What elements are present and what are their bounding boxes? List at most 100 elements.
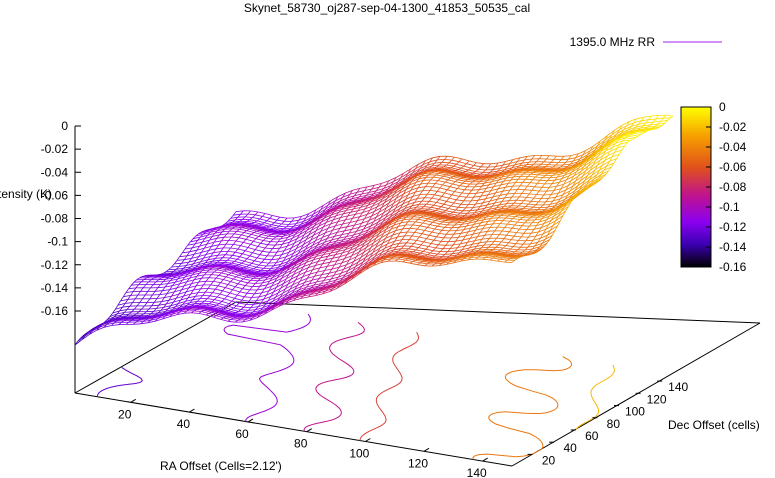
mesh-segment xyxy=(415,190,423,193)
mesh-segment xyxy=(544,207,553,210)
mesh-segment xyxy=(216,234,220,239)
mesh-segment xyxy=(243,267,252,271)
mesh-segment xyxy=(584,174,593,181)
mesh-segment xyxy=(507,189,511,195)
mesh-segment xyxy=(545,198,549,203)
mesh-segment xyxy=(232,254,240,258)
mesh-segment xyxy=(269,217,278,221)
mesh-segment xyxy=(517,159,525,162)
mesh-segment xyxy=(388,198,392,204)
mesh-segment xyxy=(255,238,264,241)
mesh-segment xyxy=(497,169,505,172)
mesh-segment xyxy=(474,183,478,188)
mesh-segment xyxy=(508,215,516,217)
mesh-segment xyxy=(223,279,231,282)
mesh-segment xyxy=(389,189,398,195)
mesh-segment xyxy=(552,205,560,209)
mesh-segment xyxy=(276,247,281,253)
mesh-segment xyxy=(145,281,149,285)
mesh-segment xyxy=(423,177,427,181)
mesh-segment xyxy=(307,248,315,254)
mesh-segment xyxy=(359,212,363,217)
mesh-segment xyxy=(531,186,535,191)
mesh-segment xyxy=(662,114,667,119)
mesh-segment xyxy=(324,239,332,243)
mesh-segment xyxy=(296,244,304,250)
mesh-segment xyxy=(188,258,192,263)
mesh-segment xyxy=(301,234,305,240)
mesh-segment xyxy=(331,236,335,241)
mesh-segment xyxy=(495,188,499,194)
mesh-segment xyxy=(234,261,242,264)
mesh-segment xyxy=(435,180,439,184)
mesh-segment xyxy=(593,174,602,180)
mesh-segment xyxy=(349,218,353,223)
mesh-segment xyxy=(286,242,295,247)
mesh-segment xyxy=(569,185,574,191)
mesh-segment xyxy=(563,155,572,157)
mesh-segment xyxy=(500,166,508,169)
mesh-segment xyxy=(364,214,368,220)
mesh-segment xyxy=(493,208,502,211)
mesh-segment xyxy=(468,167,472,171)
mesh-segment xyxy=(563,179,567,185)
mesh-segment xyxy=(572,180,576,187)
mesh-segment xyxy=(518,214,526,217)
mesh-segment xyxy=(561,175,570,180)
mesh-segment xyxy=(230,214,234,219)
mesh-segment xyxy=(421,197,425,202)
mesh-segment xyxy=(263,240,271,243)
mesh-segment xyxy=(549,176,558,179)
mesh-segment xyxy=(603,166,612,171)
mesh-segment xyxy=(410,164,419,170)
mesh-segment xyxy=(525,178,533,181)
mesh-segment xyxy=(475,169,479,172)
mesh-segment xyxy=(578,170,586,177)
mesh-segment xyxy=(510,189,518,191)
mesh-segment xyxy=(543,161,552,163)
mesh-segment xyxy=(436,202,444,205)
mesh-segment xyxy=(368,197,377,201)
mesh-segment xyxy=(567,164,576,167)
mesh-segment xyxy=(659,125,663,128)
mesh-segment xyxy=(279,245,288,249)
mesh-segment xyxy=(519,196,527,198)
mesh-segment xyxy=(434,161,442,164)
mesh-segment xyxy=(641,119,649,122)
mesh-segment xyxy=(307,240,316,246)
mesh-segment xyxy=(314,221,322,227)
mesh-segment xyxy=(354,192,358,196)
mesh-segment xyxy=(229,257,238,260)
mesh-segment xyxy=(562,198,570,204)
mesh-segment xyxy=(261,223,270,227)
mesh-segment xyxy=(279,244,283,249)
mesh-segment xyxy=(313,231,321,236)
mesh-segment xyxy=(595,155,604,161)
mesh-segment xyxy=(586,156,594,163)
mesh-segment xyxy=(525,203,529,207)
mesh-segment xyxy=(393,198,397,204)
mesh-segment xyxy=(449,183,453,187)
mesh-segment xyxy=(416,194,421,199)
mesh-segment xyxy=(247,221,255,223)
mesh-segment xyxy=(485,196,493,200)
mesh-segment xyxy=(261,259,265,263)
mesh-segment xyxy=(342,219,346,225)
mesh-segment xyxy=(551,182,560,185)
mesh-segment xyxy=(264,255,268,260)
mesh-segment xyxy=(480,191,484,197)
mesh-segment xyxy=(619,141,628,145)
mesh-segment xyxy=(205,229,214,233)
mesh-segment xyxy=(250,269,259,272)
mesh-segment xyxy=(258,224,267,228)
mesh-segment xyxy=(195,257,204,261)
mesh-segment xyxy=(540,194,545,199)
mesh-segment xyxy=(251,232,255,235)
mesh-segment xyxy=(555,171,563,174)
mesh-segment xyxy=(251,262,260,266)
mesh-segment xyxy=(387,207,396,214)
mesh-segment xyxy=(417,160,426,165)
mesh-segment xyxy=(550,159,555,163)
mesh-segment xyxy=(263,265,267,269)
mesh-segment xyxy=(527,210,536,212)
